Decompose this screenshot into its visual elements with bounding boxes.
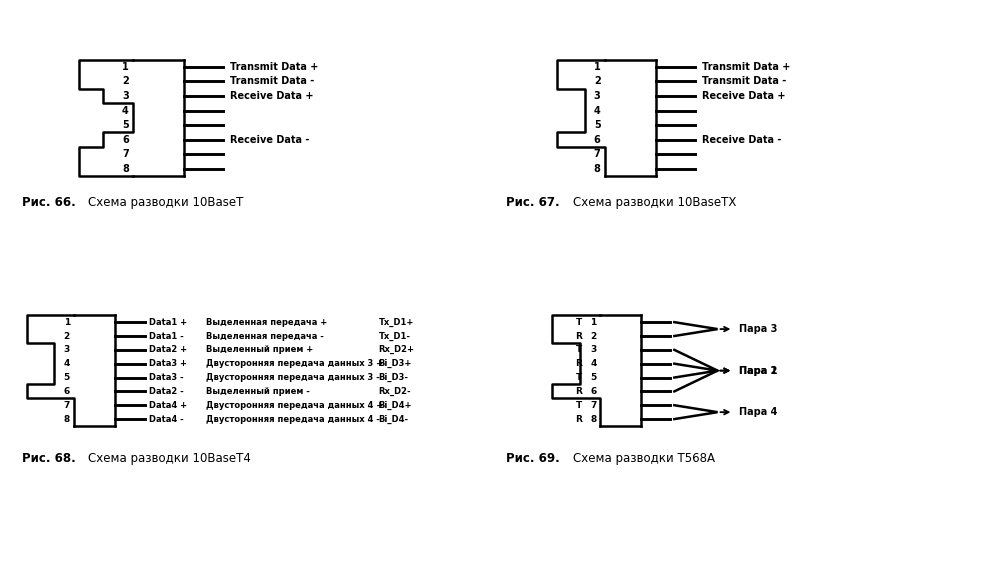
Text: 2: 2	[122, 77, 129, 86]
Text: R: R	[575, 387, 582, 396]
Text: 4: 4	[594, 106, 601, 115]
Text: 1: 1	[594, 62, 601, 72]
Text: 8: 8	[64, 415, 70, 424]
Text: Bi_D4+: Bi_D4+	[378, 400, 412, 410]
Text: R: R	[575, 359, 582, 368]
Text: 7: 7	[591, 401, 597, 410]
Text: Data2 -: Data2 -	[149, 387, 184, 396]
Text: 6: 6	[591, 387, 597, 396]
Text: Receive Data -: Receive Data -	[230, 135, 310, 145]
Text: Receive Data +: Receive Data +	[230, 91, 314, 101]
Text: 7: 7	[64, 401, 70, 410]
Text: R: R	[575, 332, 582, 340]
Text: Rx_D2+: Rx_D2+	[378, 345, 415, 354]
Text: Выделенная передача -: Выделенная передача -	[206, 332, 324, 340]
Text: Двусторонняя передача данных 3 +: Двусторонняя передача данных 3 +	[206, 359, 383, 368]
Text: Data4 +: Data4 +	[149, 401, 188, 410]
Text: 8: 8	[122, 164, 129, 174]
Text: Receive Data +: Receive Data +	[702, 91, 785, 101]
Text: 3: 3	[594, 91, 601, 101]
Text: Data1 +: Data1 +	[149, 318, 188, 327]
Text: 8: 8	[591, 415, 597, 424]
Text: Схема разводки T568A: Схема разводки T568A	[573, 452, 715, 465]
Text: 7: 7	[594, 149, 601, 159]
Text: T: T	[576, 318, 582, 327]
Text: Data4 -: Data4 -	[149, 415, 184, 424]
Text: Двусторонняя передача данных 3 -: Двусторонняя передача данных 3 -	[206, 373, 380, 382]
Text: 3: 3	[591, 345, 597, 354]
Text: Пара 4: Пара 4	[739, 407, 778, 417]
Text: Data3 -: Data3 -	[149, 373, 184, 382]
Text: Rx_D2-: Rx_D2-	[378, 387, 411, 396]
Text: Рис. 68.: Рис. 68.	[22, 452, 76, 465]
Text: 8: 8	[594, 164, 601, 174]
Text: 6: 6	[122, 135, 129, 145]
Text: Receive Data -: Receive Data -	[702, 135, 781, 145]
Text: 6: 6	[64, 387, 70, 396]
Text: 1: 1	[591, 318, 597, 327]
Text: 2: 2	[591, 332, 597, 340]
Text: Transmit Data +: Transmit Data +	[702, 62, 790, 72]
Text: T: T	[576, 373, 582, 382]
Text: 1: 1	[122, 62, 129, 72]
Text: Пара 1: Пара 1	[739, 366, 778, 375]
Text: Transmit Data -: Transmit Data -	[702, 77, 786, 86]
Text: Data2 +: Data2 +	[149, 345, 188, 354]
Text: 2: 2	[594, 77, 601, 86]
Text: 3: 3	[122, 91, 129, 101]
Text: Рис. 67.: Рис. 67.	[506, 196, 560, 209]
Text: Bi_D3+: Bi_D3+	[378, 359, 412, 368]
Text: Двусторонняя передача данных 4 -: Двусторонняя передача данных 4 -	[206, 415, 380, 424]
Text: 4: 4	[122, 106, 129, 115]
Text: 5: 5	[594, 120, 601, 130]
Text: Выделенный прием +: Выделенный прием +	[206, 345, 314, 354]
Text: 6: 6	[594, 135, 601, 145]
Text: T: T	[576, 401, 582, 410]
Text: Data3 +: Data3 +	[149, 359, 188, 368]
Text: Tx_D1+: Tx_D1+	[378, 318, 414, 327]
Text: Рис. 69.: Рис. 69.	[506, 452, 560, 465]
Text: 4: 4	[64, 359, 70, 368]
Text: Transmit Data -: Transmit Data -	[230, 77, 315, 86]
Text: 4: 4	[591, 359, 597, 368]
Text: Схема разводки 10BaseT4: Схема разводки 10BaseT4	[88, 452, 252, 465]
Text: Рис. 66.: Рис. 66.	[22, 196, 76, 209]
Text: 5: 5	[591, 373, 597, 382]
Text: Bi_D3-: Bi_D3-	[378, 373, 409, 382]
Text: Выделенный прием -: Выделенный прием -	[206, 387, 311, 396]
Text: Data1 -: Data1 -	[149, 332, 184, 340]
Text: Transmit Data +: Transmit Data +	[230, 62, 318, 72]
Text: 5: 5	[64, 373, 70, 382]
Text: Пара 3: Пара 3	[739, 324, 778, 334]
Text: Схема разводки 10BaseTX: Схема разводки 10BaseTX	[573, 196, 736, 209]
Text: T: T	[576, 345, 582, 354]
Text: 7: 7	[122, 149, 129, 159]
Text: Tx_D1-: Tx_D1-	[378, 332, 411, 341]
Text: 2: 2	[64, 332, 70, 340]
Text: 5: 5	[122, 120, 129, 130]
Text: Пара 2: Пара 2	[739, 366, 778, 375]
Text: R: R	[575, 415, 582, 424]
Text: Bi_D4-: Bi_D4-	[378, 415, 409, 424]
Text: 1: 1	[64, 318, 70, 327]
Text: Выделенная передача +: Выделенная передача +	[206, 318, 327, 327]
Text: Двусторонняя передача данных 4 +: Двусторонняя передача данных 4 +	[206, 401, 383, 410]
Text: 3: 3	[64, 345, 70, 354]
Text: Схема разводки 10BaseT: Схема разводки 10BaseT	[88, 196, 244, 209]
